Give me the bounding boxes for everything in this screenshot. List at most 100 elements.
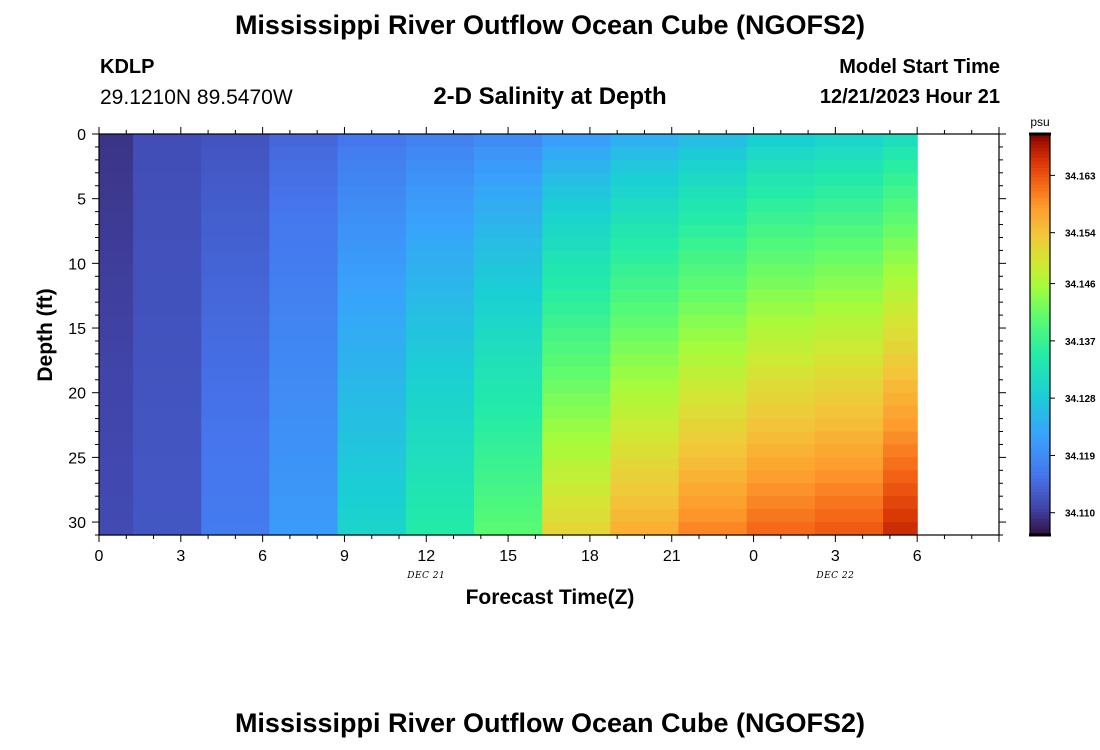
heatmap-cell (814, 224, 884, 239)
heatmap-cell (133, 328, 202, 342)
colorbar-segment (1030, 394, 1050, 399)
heatmap-cell (883, 302, 918, 316)
colorbar-segment (1030, 260, 1050, 265)
heatmap-cell (133, 146, 202, 161)
heatmap-cell (201, 509, 271, 523)
colorbar-tick-label: 34.137 (1065, 337, 1096, 348)
colorbar-segment (1030, 224, 1050, 229)
heatmap-cell (133, 315, 202, 329)
heatmap-cell (133, 483, 202, 497)
heatmap-cell (99, 470, 134, 484)
heatmap-cell (99, 289, 134, 303)
colorbar-segment (1030, 187, 1050, 192)
heatmap-cell (269, 483, 339, 497)
heatmap-cell (99, 237, 134, 252)
heatmap-cell (474, 444, 543, 458)
heatmap-cell (201, 418, 271, 433)
heatmap-cell (405, 159, 475, 174)
heatmap-cell (610, 353, 680, 368)
heatmap-cell (99, 483, 134, 497)
heatmap-cell (883, 172, 918, 187)
colorbar-segment (1030, 357, 1050, 362)
colorbar-segment (1030, 321, 1050, 325)
heatmap-cell (269, 237, 339, 252)
heatmap-cell (99, 340, 134, 355)
heatmap-cell (542, 444, 611, 458)
heatmap-cell (99, 405, 134, 420)
heatmap-cell (883, 418, 918, 433)
colorbar-segment (1030, 210, 1050, 215)
x-axis-tick-label: 9 (340, 548, 349, 565)
heatmap-cell (678, 444, 748, 458)
heatmap-cell (405, 509, 475, 523)
colorbar-segment (1030, 257, 1050, 262)
heatmap-cell (99, 146, 134, 161)
heatmap-cell (337, 444, 407, 458)
heatmap-cell (883, 198, 918, 213)
colorbar-segment (1030, 384, 1050, 389)
heatmap-cell (99, 457, 134, 471)
heatmap-cell (405, 224, 475, 239)
heatmap-cell (269, 392, 339, 407)
heatmap-cell (746, 457, 816, 471)
heatmap-cell (133, 224, 202, 239)
heatmap-cell (269, 159, 339, 174)
colorbar-segment (1030, 431, 1050, 436)
x-axis-tick-label: 18 (581, 548, 599, 565)
heatmap-cell (337, 353, 407, 368)
heatmap-cell (201, 224, 271, 239)
heatmap-cell (269, 444, 339, 458)
heatmap-cell (610, 379, 680, 394)
heatmap-cell (610, 483, 680, 497)
colorbar-segment (1030, 180, 1050, 185)
heatmap-cell (337, 237, 407, 252)
heatmap-cell (542, 470, 611, 484)
heatmap-cell (746, 418, 816, 433)
heatmap-cell (746, 263, 816, 277)
colorbar-segment (1030, 494, 1050, 499)
heatmap-cell (269, 353, 339, 368)
colorbar-segment (1030, 521, 1050, 526)
colorbar-segment (1030, 264, 1050, 269)
heatmap-cell (678, 276, 748, 290)
heatmap-cell (542, 146, 611, 161)
heatmap-cell (542, 250, 611, 264)
colorbar-segment (1030, 314, 1050, 319)
colorbar-segment (1030, 434, 1050, 439)
x-axis-tick-label: 3 (831, 548, 840, 565)
colorbar-segment (1030, 414, 1050, 419)
colorbar-segment (1030, 451, 1050, 456)
heatmap-cell (133, 470, 202, 484)
heatmap-cell (269, 198, 339, 213)
x-axis-tick-label: 0 (95, 548, 104, 565)
heatmap-cell (883, 509, 918, 523)
heatmap-cell (542, 211, 611, 226)
heatmap-cell (269, 302, 339, 316)
heatmap-cell (883, 276, 918, 290)
heatmap-cell (814, 340, 884, 355)
colorbar-segment (1030, 404, 1050, 409)
colorbar-segment (1030, 184, 1050, 188)
heatmap-cell (99, 444, 134, 458)
heatmap-cell (201, 483, 271, 497)
heatmap-cell (133, 509, 202, 523)
heatmap-cell (610, 276, 680, 290)
heatmap-cell (610, 366, 680, 381)
colorbar-segment (1030, 381, 1050, 386)
heatmap-cell (337, 302, 407, 316)
heatmap-cell (542, 418, 611, 433)
colorbar-segment (1030, 167, 1050, 172)
colorbar-segment (1030, 240, 1050, 245)
heatmap-cell (405, 172, 475, 187)
heatmap-cell (542, 353, 611, 368)
heatmap-cell (746, 146, 816, 161)
heatmap-cell (814, 483, 884, 497)
colorbar-segment (1030, 267, 1050, 272)
colorbar-segment (1030, 190, 1050, 195)
heatmap-cell (201, 289, 271, 303)
heatmap-cell (201, 172, 271, 187)
heatmap-cell (814, 366, 884, 381)
heatmap-cell (542, 405, 611, 420)
heatmap-cell (610, 405, 680, 420)
heatmap-cell (133, 185, 202, 200)
